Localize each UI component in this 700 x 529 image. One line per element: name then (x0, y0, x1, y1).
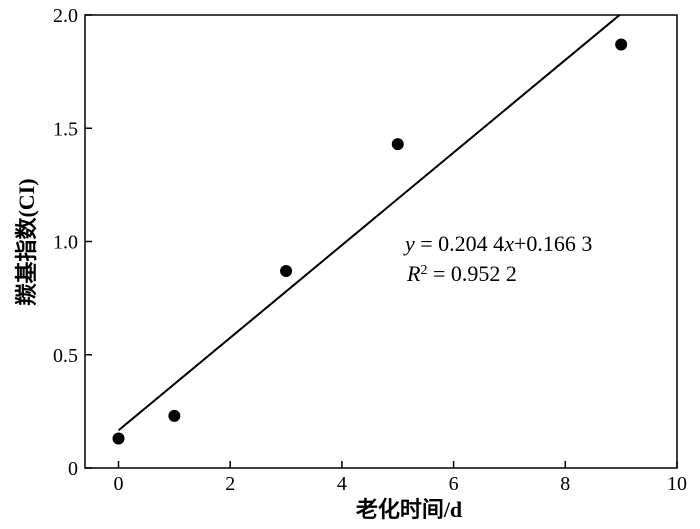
data-point (391, 138, 404, 151)
x-tick-label: 2 (225, 473, 235, 495)
x-axis-label: 老化时间/d (355, 497, 462, 522)
data-point (112, 432, 125, 445)
fit-equation: y = 0.204 4x+0.166 3 (403, 231, 592, 256)
y-tick-label: 0.5 (53, 345, 78, 367)
data-points (112, 38, 628, 445)
y-tick-label: 1.0 (53, 232, 78, 254)
data-point (168, 409, 181, 422)
y-axis-label: 羰基指数(CI) (14, 178, 39, 306)
r-squared-annotation: R2 = 0.952 2 (406, 261, 517, 286)
x-tick-label: 0 (114, 473, 124, 495)
y-tick-label: 0 (68, 458, 78, 480)
x-axis-ticks: 0 2 4 6 8 10 (114, 461, 687, 495)
data-point (280, 264, 293, 277)
x-tick-label: 6 (449, 473, 459, 495)
x-tick-label: 8 (560, 473, 570, 495)
x-tick-label: 10 (667, 473, 687, 495)
fit-line-group (117, 14, 621, 432)
y-tick-label: 2.0 (53, 5, 78, 27)
y-tick-label: 1.5 (53, 118, 78, 140)
x-tick-label: 4 (337, 473, 347, 495)
data-point (615, 38, 628, 51)
y-axis-ticks: 0 0.5 1.0 1.5 2.0 (53, 5, 92, 480)
regression-line (117, 14, 621, 432)
